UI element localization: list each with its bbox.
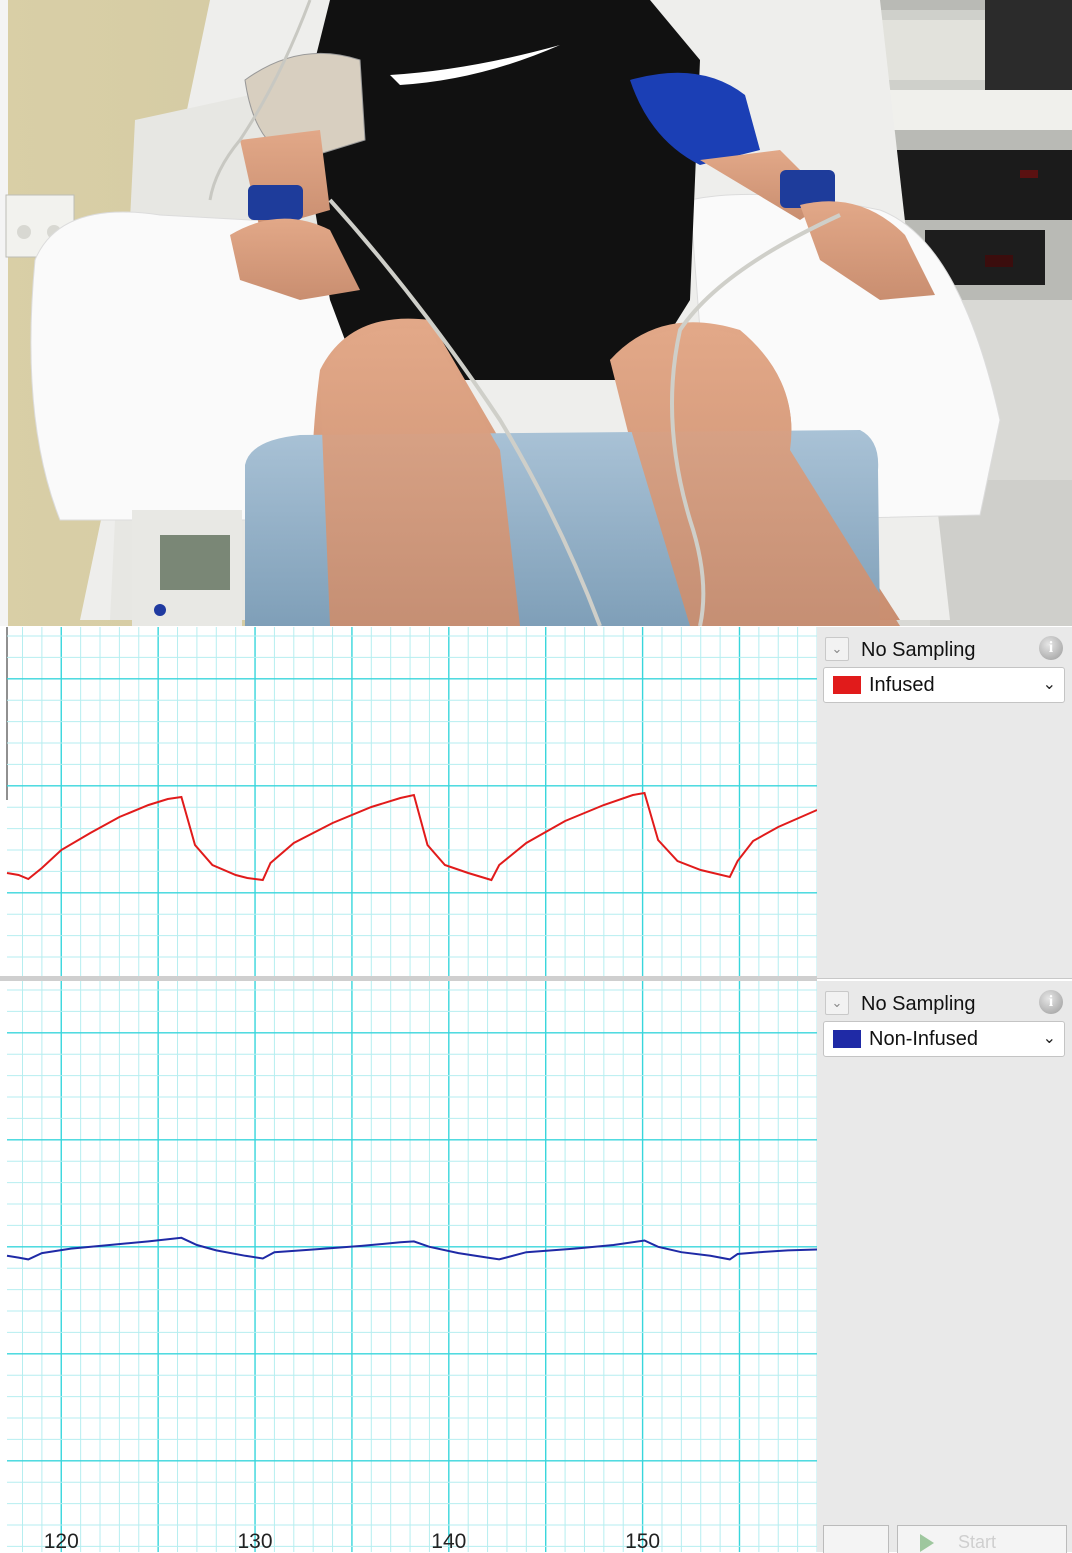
start-label: Start <box>958 1532 997 1552</box>
trace-non-infused <box>6 1236 818 1261</box>
plot-grid-infused <box>7 627 818 976</box>
channel-name: Infused <box>869 674 935 696</box>
sampling-row: ⌄ No Sampling i <box>823 633 1067 663</box>
expand-toggle[interactable]: ⌄ <box>825 637 849 661</box>
chevron-down-icon: ⌄ <box>1042 676 1056 693</box>
x-tick-label: 140 <box>431 1530 466 1552</box>
sampling-status: No Sampling <box>861 993 976 1015</box>
x-tick-label: 150 <box>625 1530 660 1552</box>
start-button[interactable]: Start <box>897 1525 1067 1553</box>
plot-grid-non-infused <box>7 981 818 1552</box>
chevron-down-icon: ⌄ <box>1042 1030 1056 1047</box>
recording-controls: Start <box>823 1521 1067 1553</box>
channel-select-infused[interactable]: Infused ⌄ <box>823 667 1065 703</box>
channel-name: Non-Infused <box>869 1028 978 1050</box>
subject-photo <box>0 0 1072 626</box>
channel-select-non-infused[interactable]: Non-Infused ⌄ <box>823 1021 1065 1057</box>
channel-panel-non-infused: ⌄ No Sampling i Non-Infused ⌄ Start <box>817 981 1072 1553</box>
channel-color-swatch <box>833 676 861 694</box>
recorder-icon-button[interactable] <box>823 1525 889 1553</box>
sampling-row: ⌄ No Sampling i <box>823 987 1067 1017</box>
info-icon[interactable]: i <box>1039 636 1063 660</box>
info-icon[interactable]: i <box>1039 990 1063 1014</box>
channel-panel-infused: ⌄ No Sampling i Infused ⌄ <box>817 627 1072 979</box>
play-icon <box>920 1534 934 1552</box>
expand-toggle[interactable]: ⌄ <box>825 991 849 1015</box>
sampling-status: No Sampling <box>861 639 976 661</box>
x-tick-label: 120 <box>44 1530 79 1552</box>
trace-infused <box>6 791 818 882</box>
x-axis-ticks: 120 130 140 150 <box>44 1530 660 1552</box>
x-tick-label: 130 <box>238 1530 273 1552</box>
channel-color-swatch <box>833 1030 861 1048</box>
